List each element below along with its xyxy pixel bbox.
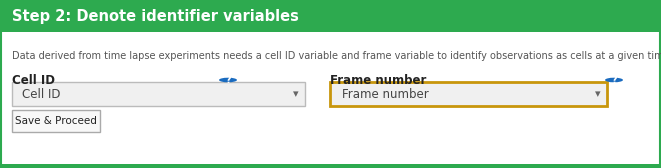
Text: Frame number: Frame number bbox=[330, 74, 426, 87]
Text: Data derived from time lapse experiments needs a cell ID variable and frame vari: Data derived from time lapse experiments… bbox=[12, 51, 661, 61]
Bar bbox=[12, 110, 100, 132]
Text: Frame number: Frame number bbox=[342, 88, 429, 100]
Text: Save & Proceed: Save & Proceed bbox=[15, 116, 97, 126]
Text: Cell ID: Cell ID bbox=[12, 74, 55, 87]
Bar bbox=[330, 82, 607, 106]
Circle shape bbox=[605, 78, 623, 82]
Text: Step 2: Denote identifier variables: Step 2: Denote identifier variables bbox=[12, 9, 299, 24]
Circle shape bbox=[219, 78, 237, 82]
Text: ?: ? bbox=[611, 75, 617, 85]
Text: ▾: ▾ bbox=[293, 89, 299, 99]
Text: Cell ID: Cell ID bbox=[22, 88, 61, 100]
Text: ?: ? bbox=[225, 75, 231, 85]
Bar bbox=[1, 1, 660, 32]
Text: ▾: ▾ bbox=[595, 89, 601, 99]
Bar bbox=[1, 164, 660, 167]
Bar bbox=[12, 82, 305, 106]
